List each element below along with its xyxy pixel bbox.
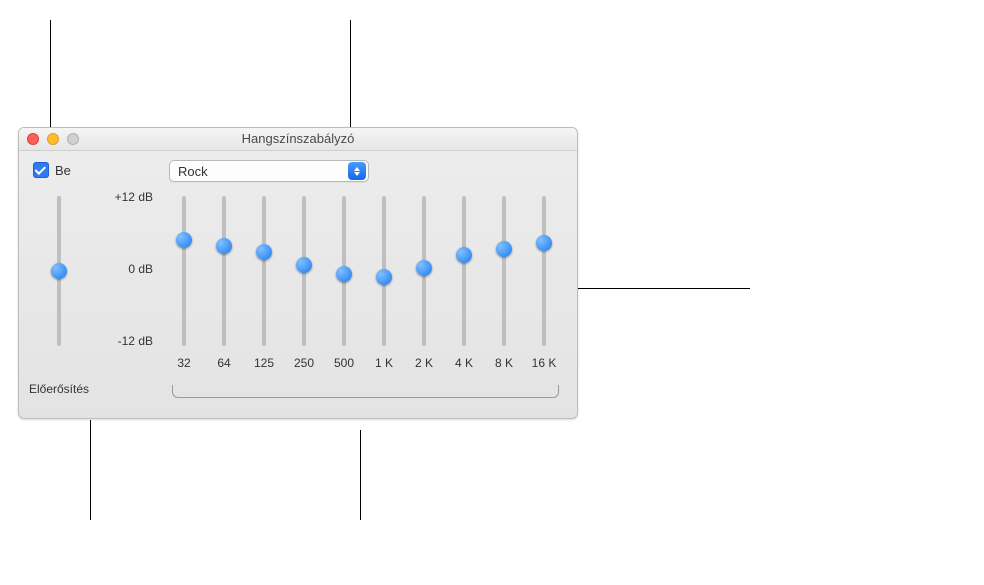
eq-bands: 32 64 125 250 500 1 K 2 K 4 K 8 K 16 K [169, 196, 559, 396]
eq-band: 250 [289, 196, 319, 396]
band-slider[interactable] [222, 196, 226, 346]
band-slider[interactable] [262, 196, 266, 346]
preamp-slider[interactable] [57, 196, 61, 346]
band-freq-label: 500 [334, 356, 354, 370]
band-slider[interactable] [342, 196, 346, 346]
band-freq-label: 1 K [375, 356, 393, 370]
preamp-thumb[interactable] [51, 263, 67, 279]
enable-label: Be [55, 163, 71, 178]
eq-body: Előerősítés +12 dB 0 dB -12 dB 32 64 125 25… [19, 190, 577, 410]
band-slider[interactable] [542, 196, 546, 346]
eq-band: 125 [249, 196, 279, 396]
band-thumb[interactable] [376, 269, 392, 285]
band-thumb[interactable] [216, 238, 232, 254]
band-freq-label: 32 [177, 356, 190, 370]
band-freq-label: 16 K [532, 356, 557, 370]
band-thumb[interactable] [416, 260, 432, 276]
band-slider[interactable] [422, 196, 426, 346]
eq-band: 64 [209, 196, 239, 396]
band-freq-label: 250 [294, 356, 314, 370]
db-max-label: +12 dB [115, 190, 153, 204]
db-scale: +12 dB 0 dB -12 dB [97, 194, 153, 350]
dropdown-arrows-icon [348, 162, 366, 180]
band-slider[interactable] [382, 196, 386, 346]
band-freq-label: 8 K [495, 356, 513, 370]
preamp-label: Előerősítés [18, 382, 105, 396]
band-slider[interactable] [462, 196, 466, 346]
band-thumb[interactable] [256, 244, 272, 260]
band-freq-label: 125 [254, 356, 274, 370]
db-mid-label: 0 dB [128, 262, 153, 276]
band-thumb[interactable] [456, 247, 472, 263]
eq-band: 32 [169, 196, 199, 396]
enable-checkbox[interactable] [33, 162, 49, 178]
eq-band: 2 K [409, 196, 439, 396]
band-slider[interactable] [182, 196, 186, 346]
titlebar: Hangszínszabályzó [19, 128, 577, 151]
toolbar: Be Rock [19, 151, 577, 191]
db-min-label: -12 dB [118, 334, 153, 348]
eq-band: 8 K [489, 196, 519, 396]
enable-row: Be [33, 162, 71, 178]
preset-selected-label: Rock [178, 164, 208, 179]
eq-band: 1 K [369, 196, 399, 396]
band-thumb[interactable] [496, 241, 512, 257]
eq-band: 4 K [449, 196, 479, 396]
band-freq-label: 2 K [415, 356, 433, 370]
band-freq-label: 64 [217, 356, 230, 370]
bands-bracket [172, 385, 559, 398]
preset-select[interactable]: Rock [169, 160, 369, 182]
preamp-zone: Előerősítés [29, 196, 89, 396]
callout-line [558, 288, 750, 289]
band-thumb[interactable] [296, 257, 312, 273]
callout-line [360, 430, 361, 520]
eq-band: 500 [329, 196, 359, 396]
window-title: Hangszínszabályzó [19, 131, 577, 146]
callout-line [350, 20, 351, 135]
band-thumb[interactable] [336, 266, 352, 282]
check-icon [35, 164, 46, 175]
band-thumb[interactable] [176, 232, 192, 248]
band-slider[interactable] [502, 196, 506, 346]
band-thumb[interactable] [536, 235, 552, 251]
band-freq-label: 4 K [455, 356, 473, 370]
page-root: Hangszínszabályzó Be Rock Előerősítés [0, 0, 984, 585]
callout-line [90, 420, 91, 520]
equalizer-window: Hangszínszabályzó Be Rock Előerősítés [18, 127, 578, 419]
eq-band: 16 K [529, 196, 559, 396]
band-slider[interactable] [302, 196, 306, 346]
